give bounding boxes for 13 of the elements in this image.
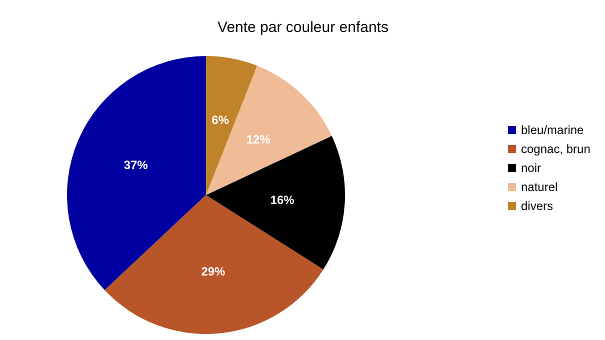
data-label: 16% [270, 193, 295, 207]
data-label: 12% [246, 132, 271, 146]
legend-label: noir [521, 161, 542, 175]
legend-label: naturel [521, 180, 558, 194]
chart-title: Vente par couleur enfants [218, 19, 388, 36]
pie-slice [206, 66, 332, 195]
pie-slice [104, 195, 324, 334]
legend-label: cognac, brun [521, 142, 590, 156]
data-label: 6% [212, 113, 230, 128]
data-label: 37% [124, 158, 148, 172]
data-label: 29% [201, 264, 226, 278]
legend-label: divers [521, 199, 554, 213]
legend-label: bleu/marine [521, 123, 584, 137]
